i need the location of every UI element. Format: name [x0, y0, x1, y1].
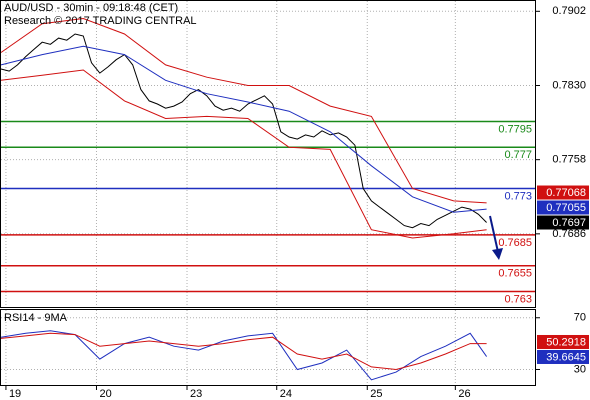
y-tick-label: 0.7686	[552, 228, 586, 240]
level-label: 0.7655	[498, 268, 532, 280]
price-marker	[537, 215, 589, 230]
forecast-arrow-head	[492, 248, 503, 260]
price-marker	[537, 334, 589, 349]
overlay-line	[0, 69, 487, 239]
price-frame	[0, 0, 536, 308]
price-marker-label: 50.2918	[546, 336, 586, 348]
level-label: 0.7685	[498, 237, 532, 249]
chart-title: AUD/USD - 30min - 09:18:48 (CET)	[4, 2, 178, 14]
rsi-frame	[0, 309, 536, 386]
x-tick-label: 19	[9, 388, 21, 400]
price-marker	[537, 349, 589, 364]
x-tick-label: 25	[370, 388, 382, 400]
price-marker	[537, 200, 589, 215]
rsi-line	[0, 330, 488, 381]
price-marker	[537, 185, 589, 200]
y-tick-label: 0.7902	[552, 5, 586, 17]
forecast-arrow	[489, 215, 499, 253]
rsi-line	[0, 332, 487, 371]
y-tick-label: 0.7758	[552, 154, 586, 166]
rsi-title: RSI14 - 9MA	[4, 312, 68, 324]
price-line	[0, 33, 487, 229]
y-tick-label: 0.7830	[552, 79, 586, 91]
rsi-tick-label: 30	[574, 363, 586, 375]
level-label: 0.777	[504, 149, 532, 161]
level-label: 0.763	[504, 293, 532, 305]
price-marker-label: 0.7697	[552, 217, 586, 229]
rsi-tick-label: 70	[574, 312, 586, 324]
level-label: 0.7795	[498, 123, 532, 135]
price-marker-label: 39.6645	[546, 351, 586, 363]
price-marker-label: 0.77055	[546, 202, 586, 214]
overlay-line	[0, 17, 487, 204]
x-tick-label: 20	[99, 388, 111, 400]
overlay-line	[0, 45, 487, 213]
level-label: 0.773	[504, 190, 532, 202]
chart-subtitle: Research © 2017 TRADING CENTRAL	[4, 15, 197, 27]
x-tick-label: 26	[458, 388, 470, 400]
price-marker-label: 0.77068	[546, 187, 586, 199]
x-tick-label: 23	[190, 388, 202, 400]
x-tick-label: 24	[280, 388, 292, 400]
